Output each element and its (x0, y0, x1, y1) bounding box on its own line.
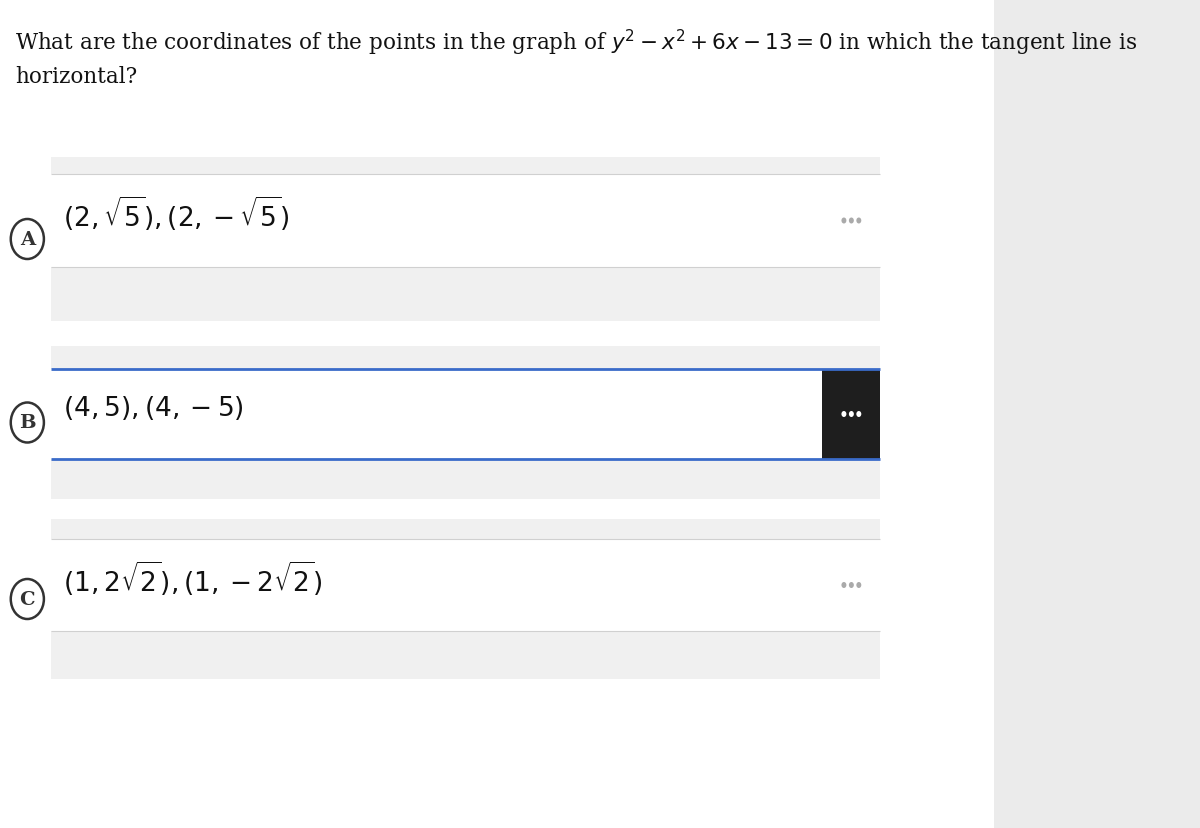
FancyBboxPatch shape (822, 369, 881, 460)
Text: $(2, \sqrt{5}), (2, -\sqrt{5})$: $(2, \sqrt{5}), (2, -\sqrt{5})$ (62, 195, 289, 233)
Circle shape (857, 412, 862, 417)
Circle shape (857, 582, 862, 588)
Text: C: C (19, 590, 35, 609)
Text: horizontal?: horizontal? (14, 66, 137, 88)
Text: What are the coordinates of the points in the graph of $y^2 - x^2 + 6x - 13 = 0$: What are the coordinates of the points i… (14, 28, 1138, 58)
FancyBboxPatch shape (52, 175, 881, 267)
FancyBboxPatch shape (52, 158, 881, 321)
FancyBboxPatch shape (52, 539, 881, 631)
FancyBboxPatch shape (52, 369, 881, 460)
Circle shape (841, 412, 846, 417)
Circle shape (857, 219, 862, 224)
FancyBboxPatch shape (0, 0, 994, 828)
Text: $(4, 5), (4, -5)$: $(4, 5), (4, -5)$ (62, 393, 244, 421)
Text: A: A (19, 231, 35, 248)
Circle shape (841, 219, 846, 224)
Circle shape (848, 412, 854, 417)
Circle shape (841, 582, 846, 588)
Circle shape (11, 580, 44, 619)
FancyBboxPatch shape (52, 347, 881, 499)
Circle shape (848, 219, 854, 224)
Circle shape (848, 582, 854, 588)
Text: $(1, 2\sqrt{2}), (1, -2\sqrt{2})$: $(1, 2\sqrt{2}), (1, -2\sqrt{2})$ (62, 559, 323, 597)
Circle shape (11, 219, 44, 260)
Circle shape (11, 403, 44, 443)
FancyBboxPatch shape (52, 519, 881, 679)
Text: B: B (19, 414, 36, 432)
